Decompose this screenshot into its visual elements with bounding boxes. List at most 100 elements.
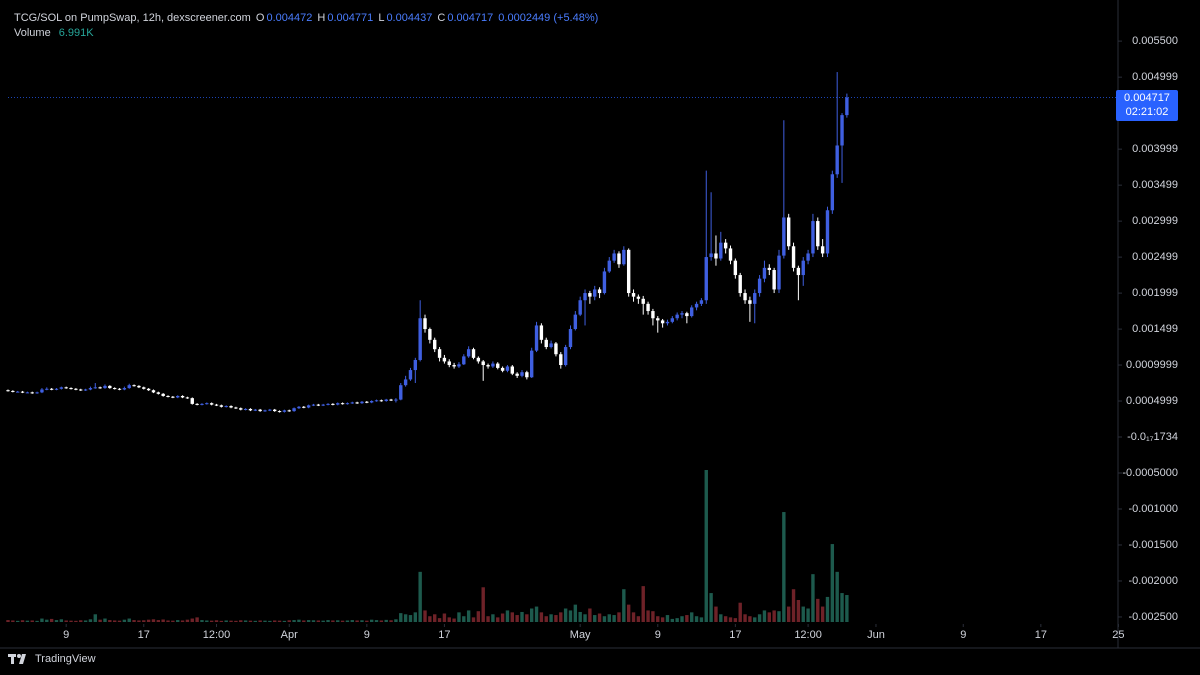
volume-bar <box>423 610 427 622</box>
candle-body <box>297 406 301 409</box>
candle-body <box>98 387 102 389</box>
x-tick-label: Jun <box>867 629 885 641</box>
candle-body <box>583 293 587 301</box>
candle-body <box>549 343 553 348</box>
volume-bar <box>559 612 563 622</box>
volume-bar <box>563 608 568 622</box>
volume-bar <box>830 544 835 622</box>
candle-body <box>568 329 573 348</box>
candle-body <box>122 388 127 390</box>
volume-bar <box>239 620 243 622</box>
volume-bar <box>825 596 830 622</box>
volume-bar <box>142 620 146 622</box>
candle-body <box>578 300 582 315</box>
candle-body <box>806 253 810 261</box>
volume-bar <box>112 620 117 622</box>
volume-bar <box>428 616 432 622</box>
volume-bar <box>103 618 107 622</box>
candle-body <box>699 300 704 304</box>
volume-bar <box>384 619 388 622</box>
volume-bar <box>151 619 156 622</box>
candle-body <box>762 267 767 279</box>
volume-bar <box>588 608 592 622</box>
candle-body <box>180 395 185 398</box>
candle-body <box>360 401 364 404</box>
volume-bar <box>30 620 34 622</box>
legend-line: TCG/SOL on PumpSwap, 12h, dexscreener.co… <box>14 12 600 24</box>
candle-body <box>423 318 427 330</box>
volume-bar <box>534 606 539 622</box>
volume-bar <box>626 604 631 622</box>
candle-body <box>379 400 384 402</box>
candle-body <box>331 403 335 405</box>
x-tick-label: 17 <box>1035 629 1047 641</box>
candle-body <box>767 267 771 271</box>
volume-bar <box>782 512 786 622</box>
brand-name: TradingView <box>35 653 96 665</box>
candle-body <box>617 253 621 265</box>
volume-bar <box>675 618 679 622</box>
volume-bar <box>636 616 641 622</box>
volume-bar <box>515 615 519 622</box>
volume-bar <box>699 617 704 622</box>
candle-body <box>573 314 578 330</box>
candle-body <box>457 364 461 367</box>
volume-bar <box>505 610 510 622</box>
volume-bar <box>83 620 88 622</box>
candle-body <box>176 395 180 398</box>
volume-bar <box>772 610 776 622</box>
volume-bar <box>59 619 64 622</box>
candle-body <box>597 289 602 294</box>
volume-bar <box>481 587 485 622</box>
volume-bar <box>185 619 190 622</box>
x-tick-label: 25 <box>1112 629 1124 641</box>
ohlc-value: 0.004717 <box>447 12 494 24</box>
volume-bar <box>180 620 185 622</box>
candle-body <box>796 267 801 276</box>
candle-body <box>748 300 752 304</box>
candle-body <box>248 408 253 411</box>
candle-body <box>656 318 660 321</box>
volume-bar <box>796 600 801 622</box>
candle-body <box>520 372 524 376</box>
candle-body <box>74 388 78 390</box>
candle-body <box>25 392 30 394</box>
x-tick-label: 9 <box>960 629 966 641</box>
candle-body <box>20 391 25 393</box>
candle-body <box>811 221 815 254</box>
volume-bar <box>466 610 471 622</box>
volume-bar <box>190 618 194 622</box>
volume-bar <box>743 614 747 622</box>
volume-bar <box>229 620 233 622</box>
candle-body <box>103 385 107 389</box>
volume-bar <box>418 571 422 622</box>
volume-bar <box>791 589 796 622</box>
volume-bar <box>597 613 602 622</box>
volume-bar <box>442 613 447 622</box>
volume-bar <box>117 620 122 622</box>
volume-bar <box>263 620 267 622</box>
countdown: 02:21:02 <box>1125 106 1169 119</box>
candle-body <box>195 403 199 405</box>
volume-bar <box>316 620 321 622</box>
volume-bar <box>728 617 733 622</box>
volume-bar <box>40 618 44 622</box>
candle-body <box>500 367 505 371</box>
candle-body <box>466 349 471 357</box>
candle-body <box>321 404 325 406</box>
volume-bar <box>122 619 127 622</box>
ohlc-label: O <box>255 12 265 24</box>
volume-value: 6.991K <box>58 27 94 39</box>
volume-bar <box>714 606 718 622</box>
y-tick-label: -0.001000 <box>1128 503 1178 515</box>
volume-bar <box>20 620 25 622</box>
volume-bar <box>93 614 97 622</box>
volume-bar <box>268 620 272 622</box>
candle-body <box>777 255 781 290</box>
candle-body <box>505 366 510 371</box>
volume-bar <box>45 619 49 622</box>
candle-body <box>403 379 408 386</box>
candle-body <box>190 398 194 404</box>
candle-body <box>234 407 238 409</box>
brand[interactable]: TradingView <box>8 653 96 665</box>
